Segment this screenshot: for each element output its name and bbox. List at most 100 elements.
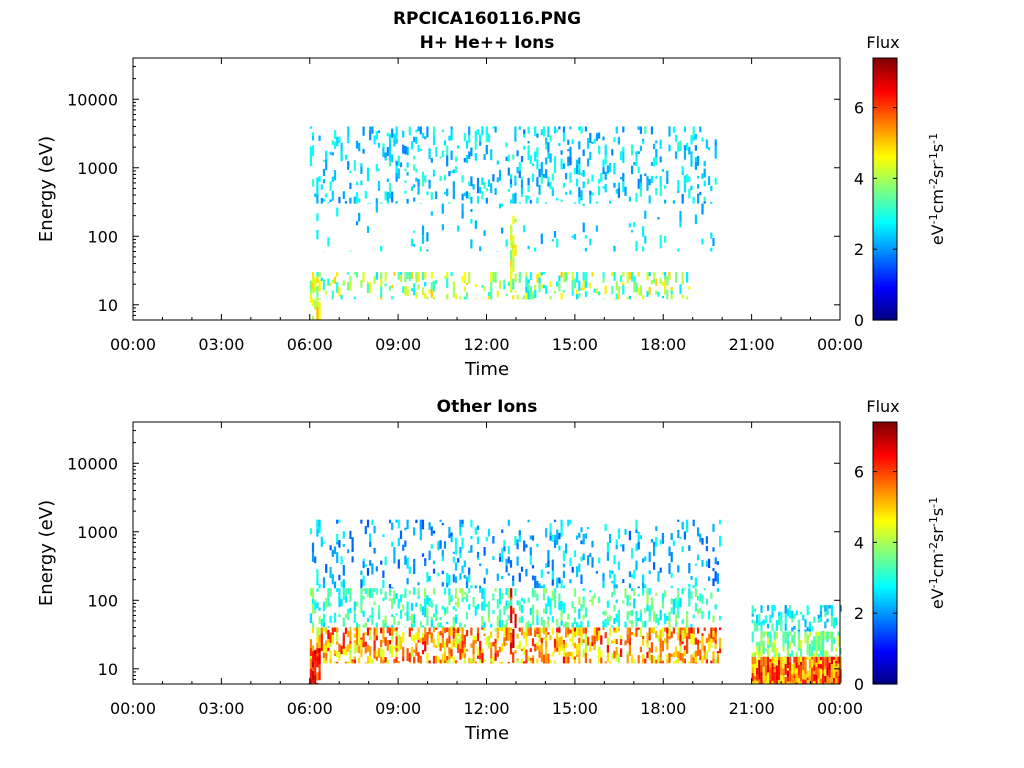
heatmap-cell	[388, 286, 392, 291]
heatmap-cell	[485, 568, 488, 575]
heatmap-cell	[366, 568, 370, 576]
heatmap-cell	[670, 631, 673, 638]
heatmap-cell	[505, 627, 508, 637]
heatmap-cell	[549, 635, 552, 641]
heatmap-cell	[415, 168, 418, 173]
heatmap-cell	[391, 624, 394, 628]
heatmap-cell	[545, 637, 548, 641]
heatmap-cell	[808, 656, 811, 657]
heatmap-cell	[681, 641, 684, 644]
heatmap-cell	[622, 272, 625, 277]
heatmap-cell	[529, 547, 532, 556]
heatmap-cell	[426, 232, 429, 242]
heatmap-cell	[615, 613, 618, 623]
heatmap-cell	[769, 670, 772, 676]
heatmap-cell	[518, 126, 521, 130]
heatmap-cell	[567, 156, 570, 163]
heatmap-cell	[468, 272, 471, 275]
heatmap-cell	[452, 574, 455, 583]
heatmap-cell	[448, 588, 451, 596]
heatmap-cell	[604, 632, 607, 639]
heatmap-cell	[338, 519, 341, 523]
heatmap-cell	[589, 658, 592, 664]
heatmap-cell	[318, 616, 321, 625]
heatmap-cell	[558, 625, 561, 628]
heatmap-cell	[362, 561, 365, 569]
heatmap-cell	[780, 675, 783, 682]
heatmap-cell	[518, 202, 521, 204]
colorbar-segment	[873, 495, 897, 499]
heatmap-cell	[578, 157, 581, 164]
heatmap-cell	[399, 640, 403, 650]
heatmap-cell	[510, 224, 513, 235]
colorbar-segment	[873, 503, 897, 507]
heatmap-cell	[505, 293, 508, 297]
heatmap-cell	[817, 638, 820, 641]
heatmap-cell	[690, 576, 693, 580]
colorbar-segment	[873, 608, 897, 612]
heatmap-cell	[657, 292, 660, 297]
heatmap-cell	[556, 529, 559, 536]
heatmap-cell	[388, 644, 392, 654]
heatmap-cell	[314, 602, 317, 610]
heatmap-cell	[369, 541, 372, 547]
heatmap-cell	[705, 546, 708, 552]
heatmap-cell	[560, 645, 563, 651]
heatmap-cell	[509, 597, 513, 609]
heatmap-cell	[824, 656, 827, 667]
heatmap-cell	[342, 596, 345, 600]
colorbar-segment	[873, 482, 897, 486]
heatmap-cell	[703, 645, 706, 652]
heatmap-cell	[675, 151, 678, 159]
colorbar-segment	[873, 149, 897, 153]
heatmap-cell	[811, 646, 814, 656]
heatmap-cell	[690, 151, 693, 155]
heatmap-cell	[562, 563, 565, 568]
heatmap-cell	[716, 653, 719, 657]
heatmap-cell	[565, 642, 568, 648]
colorbar-segment	[873, 63, 897, 67]
heatmap-cell	[668, 563, 671, 574]
heatmap-cell	[360, 637, 363, 640]
heatmap-cell	[536, 147, 539, 158]
heatmap-cell	[595, 571, 598, 574]
heatmap-cell	[547, 596, 550, 607]
colorbar-segment	[873, 422, 897, 426]
heatmap-cell	[331, 627, 334, 635]
heatmap-cell	[366, 617, 370, 622]
heatmap-cell	[686, 627, 689, 633]
heatmap-cell	[536, 641, 539, 646]
heatmap-cell	[496, 638, 499, 641]
heatmap-cell	[512, 627, 515, 628]
heatmap-cell	[677, 141, 680, 152]
heatmap-cell	[560, 272, 563, 278]
heatmap-cell	[441, 556, 444, 562]
heatmap-cell	[514, 650, 517, 654]
heatmap-cell	[670, 598, 673, 605]
heatmap-cell	[650, 162, 653, 166]
colorbar-tick-label: 6	[854, 463, 864, 482]
colorbar-segment	[873, 154, 897, 159]
heatmap-cell	[525, 544, 528, 548]
heatmap-cell	[771, 656, 774, 664]
heatmap-cell	[406, 146, 409, 156]
heatmap-cell	[712, 631, 715, 637]
heatmap-cell	[617, 286, 620, 294]
heatmap-cell	[626, 595, 629, 606]
colorbar-segment	[873, 484, 897, 489]
heatmap-cell	[661, 601, 664, 609]
heatmap-cell	[428, 660, 431, 664]
heatmap-cell	[571, 629, 574, 641]
heatmap-cell	[556, 632, 559, 641]
heatmap-cell	[650, 607, 653, 611]
heatmap-cell	[558, 545, 561, 551]
heatmap-cell	[358, 624, 361, 628]
heatmap-cell	[492, 556, 495, 560]
heatmap-cell	[340, 151, 343, 162]
heatmap-cell	[758, 679, 761, 684]
heatmap-cell	[386, 201, 389, 204]
heatmap-cell	[518, 572, 521, 582]
heatmap-cell	[450, 536, 453, 543]
heatmap-cell	[556, 619, 559, 627]
